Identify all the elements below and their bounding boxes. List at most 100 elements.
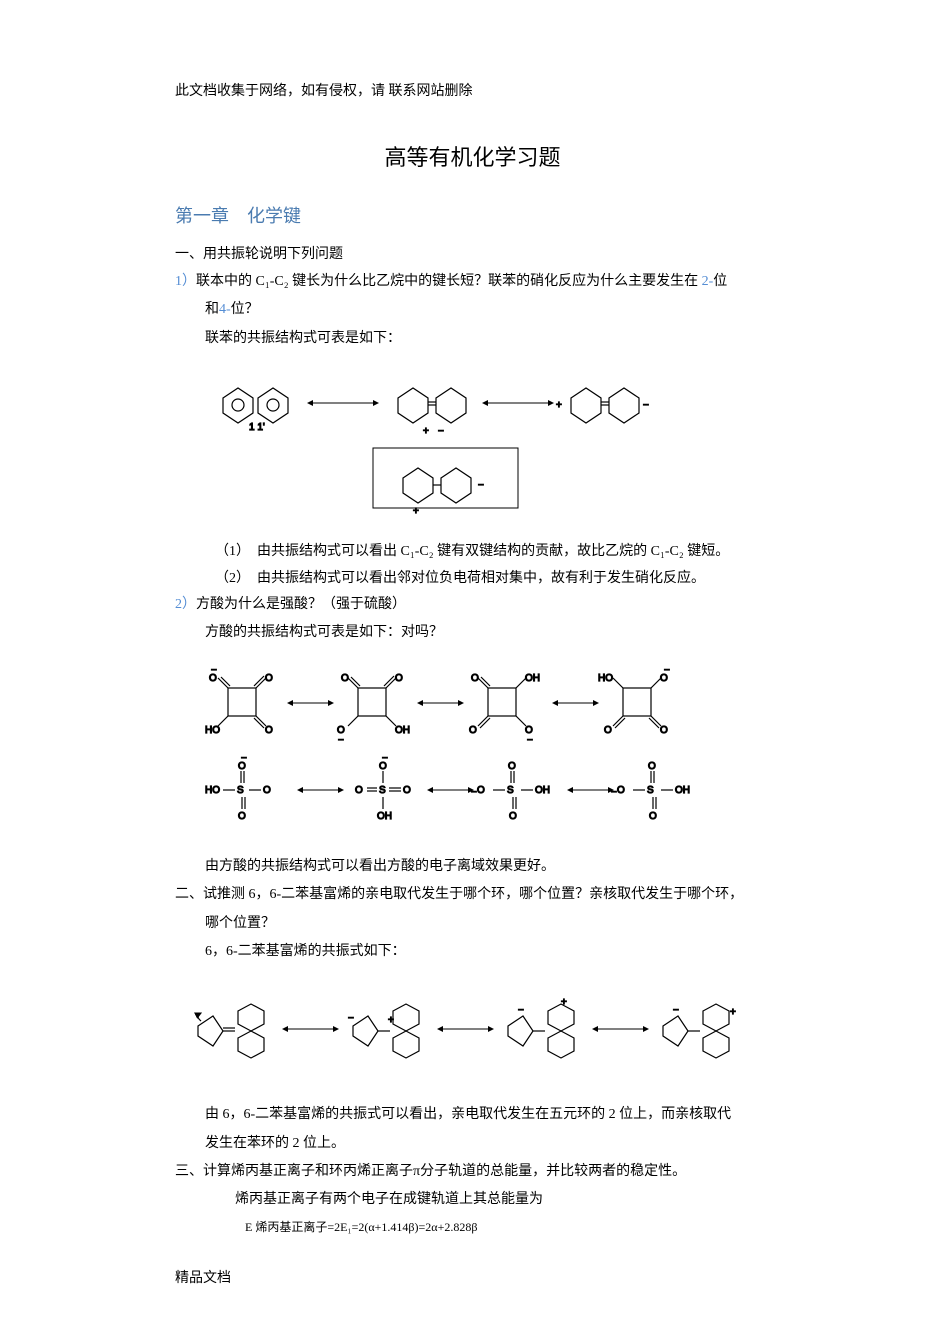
footer-text: 精品文档 [175,1267,231,1287]
svg-text:HO: HO [598,673,613,684]
svg-text:OH: OH [377,811,392,822]
section-2-head: 二、试推测 6，6-二苯基富烯的亲电取代发生于哪个环，哪个位置？亲核取代发生于哪… [175,884,770,906]
svg-text:O: O [471,673,479,684]
svg-text:−: − [527,735,533,746]
svg-text:−: − [611,787,617,798]
svg-text:O: O [604,725,612,736]
q1-text-b: 键长为什么比乙烷中的键长短？联苯的硝化反应为什么主要发生在 [289,274,702,289]
svg-text:OH: OH [535,785,550,796]
svg-text:1 1': 1 1' [249,422,265,433]
svg-text:+: + [730,1007,736,1018]
svg-text:O: O [649,811,657,822]
q2-number: 2） [175,597,196,612]
q1-line3: 联苯的共振结构式可表是如下： [175,328,770,350]
q1-text-a: 联本中的 [196,274,256,289]
q1-ans2: （2） 由共振结构式可以看出邻对位负电荷相对集中，故有利于发生硝化反应。 [175,568,770,590]
s3-formula: E 烯丙基正离子=2E₁=2(α+1.414β)=2α+2.828β [175,1218,770,1235]
svg-text:O: O [660,725,668,736]
s2-l3b: 二苯基富烯的共振式如下： [238,944,406,959]
s2-ans-pos: 2 [609,1107,616,1122]
s2-line3: 6，6-二苯基富烯的共振式如下： [175,941,770,963]
svg-text:O: O [265,725,273,736]
s2-num: 6，6- [249,887,282,902]
q1-line1: 1）联本中的 C₁-C₂ 键长为什么比乙烷中的键长短？联苯的硝化反应为什么主要发… [175,271,770,293]
svg-text:−: − [338,735,344,746]
svg-text:HO: HO [205,725,220,736]
q1-l2a: 和 [205,302,219,317]
svg-text:−: − [241,753,247,764]
s2-l3a: 6，6- [205,944,238,959]
chapter-heading: 第一章 化学键 [175,202,770,228]
svg-text:O: O [355,785,363,796]
q1-line2: 和4-位？ [175,299,770,321]
q1-number: 1） [175,274,196,289]
svg-text:S: S [237,785,244,796]
s2-ans1: 由 6，6-二苯基富烯的共振式可以看出，亲电取代发生在五元环的 2 位上，而亲核… [175,1104,770,1126]
q1-ans1-c: 键短。 [684,544,730,559]
s2-ans2: 发生在苯环的 2 位上。 [175,1133,770,1155]
s2-b: 二苯基富烯的亲电取代发生于哪个环，哪个位置？亲核取代发生于哪个环， [281,887,743,902]
svg-text:O: O [509,811,517,822]
s2-ans-num: 6，6- [223,1107,256,1122]
svg-text:OH: OH [675,785,690,796]
svg-text:−: − [471,787,477,798]
s2-a: 二、试推测 [175,887,249,902]
figure-diphenylfulvene: − + − + − + [175,981,770,1086]
svg-text:−: − [348,1013,354,1024]
doc-title: 高等有机化学习题 [175,140,770,172]
s2-ans2-pos: 2 [293,1136,300,1151]
q1-ans1-cc2: C₁-C₂ [651,544,684,559]
svg-text:O: O [469,725,477,736]
q1-l2b: 位？ [231,302,259,317]
svg-text:−: − [643,400,649,411]
s2-ans-c: 位上，而亲核取代 [616,1107,732,1122]
svg-text:+: + [413,506,419,517]
figure-squaric-acid-resonance: O− O O HO O O OH O− O OH O [175,663,770,838]
q2-line2: 方酸的共振结构式可表是如下：对吗？ [175,622,770,644]
header-disclaimer: 此文档收集于网络，如有侵权，请 联系网站删除 [175,80,770,100]
svg-text:OH: OH [525,673,540,684]
q1-text-c: 位 [713,274,727,289]
s2-ans2-a: 发生在苯环的 [205,1136,293,1151]
svg-text:+: + [556,400,562,411]
s2-ans-a: 由 [205,1107,223,1122]
svg-text:O: O [648,761,656,772]
svg-text:+: + [423,426,429,437]
svg-text:O: O [265,673,273,684]
q1-ans1-b: 键有双键结构的贡献，故比乙烷的 [434,544,651,559]
q2-text: 方酸为什么是强酸？（强于硫酸） [196,597,406,612]
q1-pos2: 2- [702,274,714,289]
s3-line1: 烯丙基正离子有两个电子在成键轨道上其总能量为 [175,1189,770,1211]
svg-text:O: O [395,673,403,684]
svg-text:−: − [664,665,670,676]
svg-text:S: S [647,785,654,796]
s2-ans2-b: 位上。 [300,1136,346,1151]
svg-text:S: S [379,785,386,796]
svg-text:O: O [238,811,246,822]
figure-biphenyl-resonance: 1 1' + − + − + − [175,368,770,523]
q1-ans1: （1） 由共振结构式可以看出 C₁-C₂ 键有双键结构的贡献，故比乙烷的 C₁-… [175,541,770,563]
svg-text:−: − [518,1005,524,1016]
section-3-head: 三、计算烯丙基正离子和环丙烯正离子π分子轨道的总能量，并比较两者的稳定性。 [175,1161,770,1183]
q2-line1: 2）方酸为什么是强酸？（强于硫酸） [175,594,770,616]
svg-text:O: O [403,785,411,796]
svg-text:O: O [508,761,516,772]
svg-text:HO: HO [205,785,220,796]
q1-ans1-cc: C₁-C₂ [401,544,434,559]
svg-text:O: O [263,785,271,796]
q2-ans: 由方酸的共振结构式可以看出方酸的电子离域效果更好。 [175,856,770,878]
section-1-head: 一、用共振轮说明下列问题 [175,243,770,263]
svg-text:O: O [477,785,485,796]
svg-text:−: − [211,665,217,676]
svg-text:OH: OH [395,725,410,736]
svg-text:O: O [617,785,625,796]
svg-text:−: − [438,426,444,437]
s2-ans-b: 二苯基富烯的共振式可以看出，亲电取代发生在五元环的 [255,1107,609,1122]
svg-text:−: − [673,1005,679,1016]
q1-pos4: 4- [219,302,231,317]
s2-line2: 哪个位置？ [175,913,770,935]
svg-text:O: O [341,673,349,684]
svg-text:−: − [382,753,388,764]
svg-text:S: S [507,785,514,796]
q1-ans1-num: （1） [215,544,243,559]
